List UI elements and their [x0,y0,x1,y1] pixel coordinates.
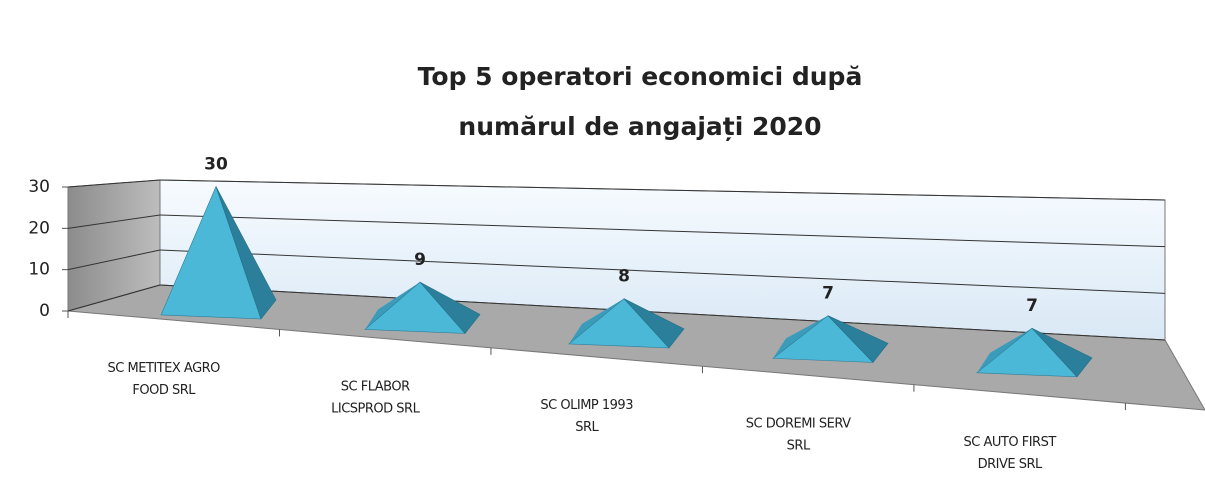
x-tick-label: SC METITEX AGRO FOOD SRL [108,361,221,398]
x-tick-label: SC OLIMP 1993 SRL [540,398,633,435]
grid-line [67,214,161,229]
pyramid-face [215,186,277,320]
y-tick-label: 20 [28,218,50,238]
grid-line [159,179,1166,201]
y-tick-label: 30 [28,177,50,197]
pyramid-face [1031,327,1093,378]
grid-line [159,214,1166,248]
x-tick-label: SC DOREMI SERV SRL [746,416,851,453]
pyramid [364,281,481,334]
value-label: 7 [822,284,834,304]
grid-line [67,249,161,271]
grid-line [159,249,1166,294]
value-label: 30 [204,154,228,174]
pyramid-face [623,298,685,349]
grid-line [159,284,1166,341]
y-tick-label: 0 [39,301,50,321]
y-tick-label: 10 [28,260,50,280]
pyramid [772,315,889,363]
chart-title: Top 5 operatori economici după numărul de… [418,62,863,141]
pyramid [568,298,685,349]
value-label: 7 [1026,296,1038,316]
grid-line [67,179,161,188]
grid-line [67,284,161,312]
x-tick-label: SC FLABOR LICSPROD SRL [331,379,420,416]
value-label: 8 [618,267,630,287]
x-tick-label: SC AUTO FIRST DRIVE SRL [964,434,1057,471]
pyramid-face [419,281,481,334]
value-label: 9 [414,250,426,270]
pyramid [976,327,1093,378]
pyramid [160,185,277,320]
pyramid-face [827,315,889,363]
